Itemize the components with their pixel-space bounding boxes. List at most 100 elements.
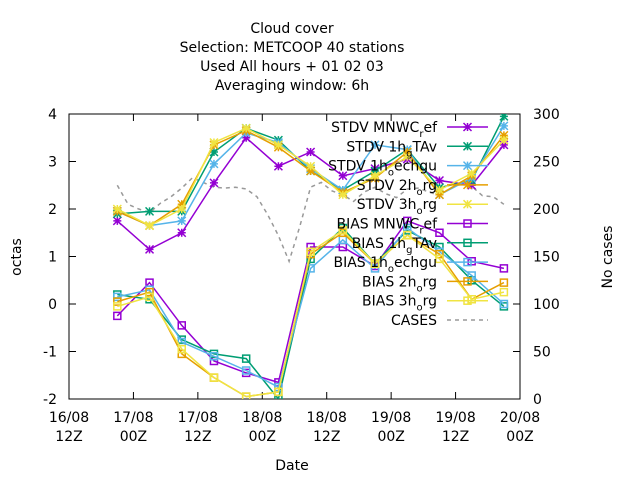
series-4-point <box>434 185 444 195</box>
series-6-point <box>241 354 251 363</box>
legend-label-main: BIAS 1h <box>352 236 406 252</box>
y-tick-label: 0 <box>48 297 57 313</box>
series-4-point <box>273 140 283 150</box>
series-6-line <box>117 226 505 399</box>
series-2-point <box>177 216 187 226</box>
y2-tick-label: 0 <box>533 392 542 408</box>
legend-label: BIAS 1hgTAv <box>352 236 437 256</box>
legend-label-tail: ef <box>423 217 438 233</box>
legend-sample-point <box>463 257 472 267</box>
legend-sample-point <box>462 199 473 209</box>
legend-label: BIAS 2horg <box>362 274 437 294</box>
series-9-point <box>177 344 186 354</box>
series-9-point <box>435 254 444 264</box>
legend-label-sub: g <box>406 148 412 159</box>
y2-axis-label: No cases <box>600 226 616 289</box>
legend-sample-point <box>463 296 472 305</box>
y2-tick-label: 250 <box>533 155 560 171</box>
legend-label-tail: TAv <box>411 236 437 252</box>
y2-tick-label: 150 <box>533 250 560 266</box>
plot-border <box>68 113 521 400</box>
y-tick-label: 4 <box>48 107 57 123</box>
legend-label: BIAS 1hoechgu <box>333 255 437 275</box>
series-9-point <box>145 292 154 302</box>
series-0-point <box>209 178 219 188</box>
legend-sample-point <box>462 141 473 151</box>
legend-label-sub: o <box>416 303 422 314</box>
series-9-point <box>306 247 315 256</box>
series-8-point <box>145 287 154 297</box>
legend-label: STDV 2horg <box>357 178 437 198</box>
legend-label-sub: o <box>416 206 422 217</box>
title-line-3: Averaging window: 6h <box>215 78 369 94</box>
y2-tick-label: 50 <box>533 345 551 361</box>
y-tick-label: -2 <box>43 392 57 408</box>
chart-title: Cloud cover Selection: METCOOP 40 station… <box>180 21 405 94</box>
series-4-point <box>306 161 316 171</box>
x-tick-label-hour: 00Z <box>377 429 404 445</box>
series-0-point <box>338 171 348 181</box>
x-tick-label-hour: 12Z <box>184 429 211 445</box>
series-8-point <box>113 297 122 306</box>
series-1-point <box>145 206 155 216</box>
legend-sample-point <box>462 180 473 190</box>
axis-ticks: 4 3 2 1 0 -1 -2 300 250 200 150 100 50 0 16/08 12Z 17/08… <box>43 107 560 445</box>
plot-frame <box>68 113 521 400</box>
legend-label-main: BIAS 3h <box>362 294 416 310</box>
series-9-point <box>209 373 219 382</box>
x-axis-label: Date <box>275 458 308 474</box>
legend-label-tail: echgu <box>394 255 437 271</box>
y-tick-label: -1 <box>43 345 57 361</box>
legend-label-main: BIAS 1h <box>333 255 387 271</box>
series-0-point <box>241 133 251 143</box>
series-4-point <box>209 137 219 148</box>
series-5-point <box>499 264 509 273</box>
legend-label-main: STDV 2h <box>357 178 417 194</box>
legend-sample-point <box>462 122 473 132</box>
series-2-point <box>209 159 219 169</box>
y2-tick-label: 300 <box>533 107 560 123</box>
series-9-point <box>113 302 122 311</box>
legend-label-tail: rg <box>423 197 437 213</box>
series-4-point <box>177 204 187 214</box>
x-tick-label-date: 19/08 <box>371 410 411 426</box>
legend-label-sub: o <box>416 187 422 198</box>
x-tick-label-date: 20/08 <box>500 410 540 426</box>
series-9-point <box>338 226 348 235</box>
legend-label: STDV 1hgTAv <box>346 139 437 159</box>
legend-label-main: STDV 3h <box>357 197 417 213</box>
legend-label-sub: o <box>388 264 394 275</box>
series-4-point <box>467 168 477 178</box>
x-tick-label-date: 18/08 <box>307 410 347 426</box>
series-0-point <box>145 244 155 254</box>
series-3-point <box>402 147 412 157</box>
series-3-point <box>499 130 509 140</box>
x-tick-label-hour: 12Z <box>55 429 82 445</box>
y-tick-label: 3 <box>48 155 57 171</box>
legend-sample-point <box>463 219 472 228</box>
legend-label: STDV 1hoechgu <box>328 159 437 179</box>
series-7-line <box>117 226 505 389</box>
series-4-point <box>370 171 380 181</box>
series-1-point <box>370 166 380 176</box>
series-7-point <box>499 299 509 309</box>
series-5-line <box>116 219 505 384</box>
x-tick-label-hour: 00Z <box>249 429 276 445</box>
y-axis-label: octas <box>9 238 25 276</box>
title-line-0: Cloud cover <box>250 21 334 37</box>
series-7-point <box>209 352 219 361</box>
series-7-point <box>241 366 251 375</box>
legend-sample-point <box>463 277 472 286</box>
series-9-line <box>117 229 505 398</box>
legend-label-sub: g <box>406 245 412 256</box>
y2-tick-label: 200 <box>533 202 560 218</box>
series-2-point <box>499 121 509 131</box>
x-tick-label-date: 17/08 <box>178 410 218 426</box>
series-0-point <box>306 147 316 157</box>
title-line-2: Used All hours + 01 02 03 <box>200 59 384 75</box>
x-tick-label-date: 16/08 <box>49 410 89 426</box>
legend-label-sub: r <box>419 226 424 237</box>
series-5-point <box>435 228 444 237</box>
y2-tick-label: 100 <box>533 297 560 313</box>
